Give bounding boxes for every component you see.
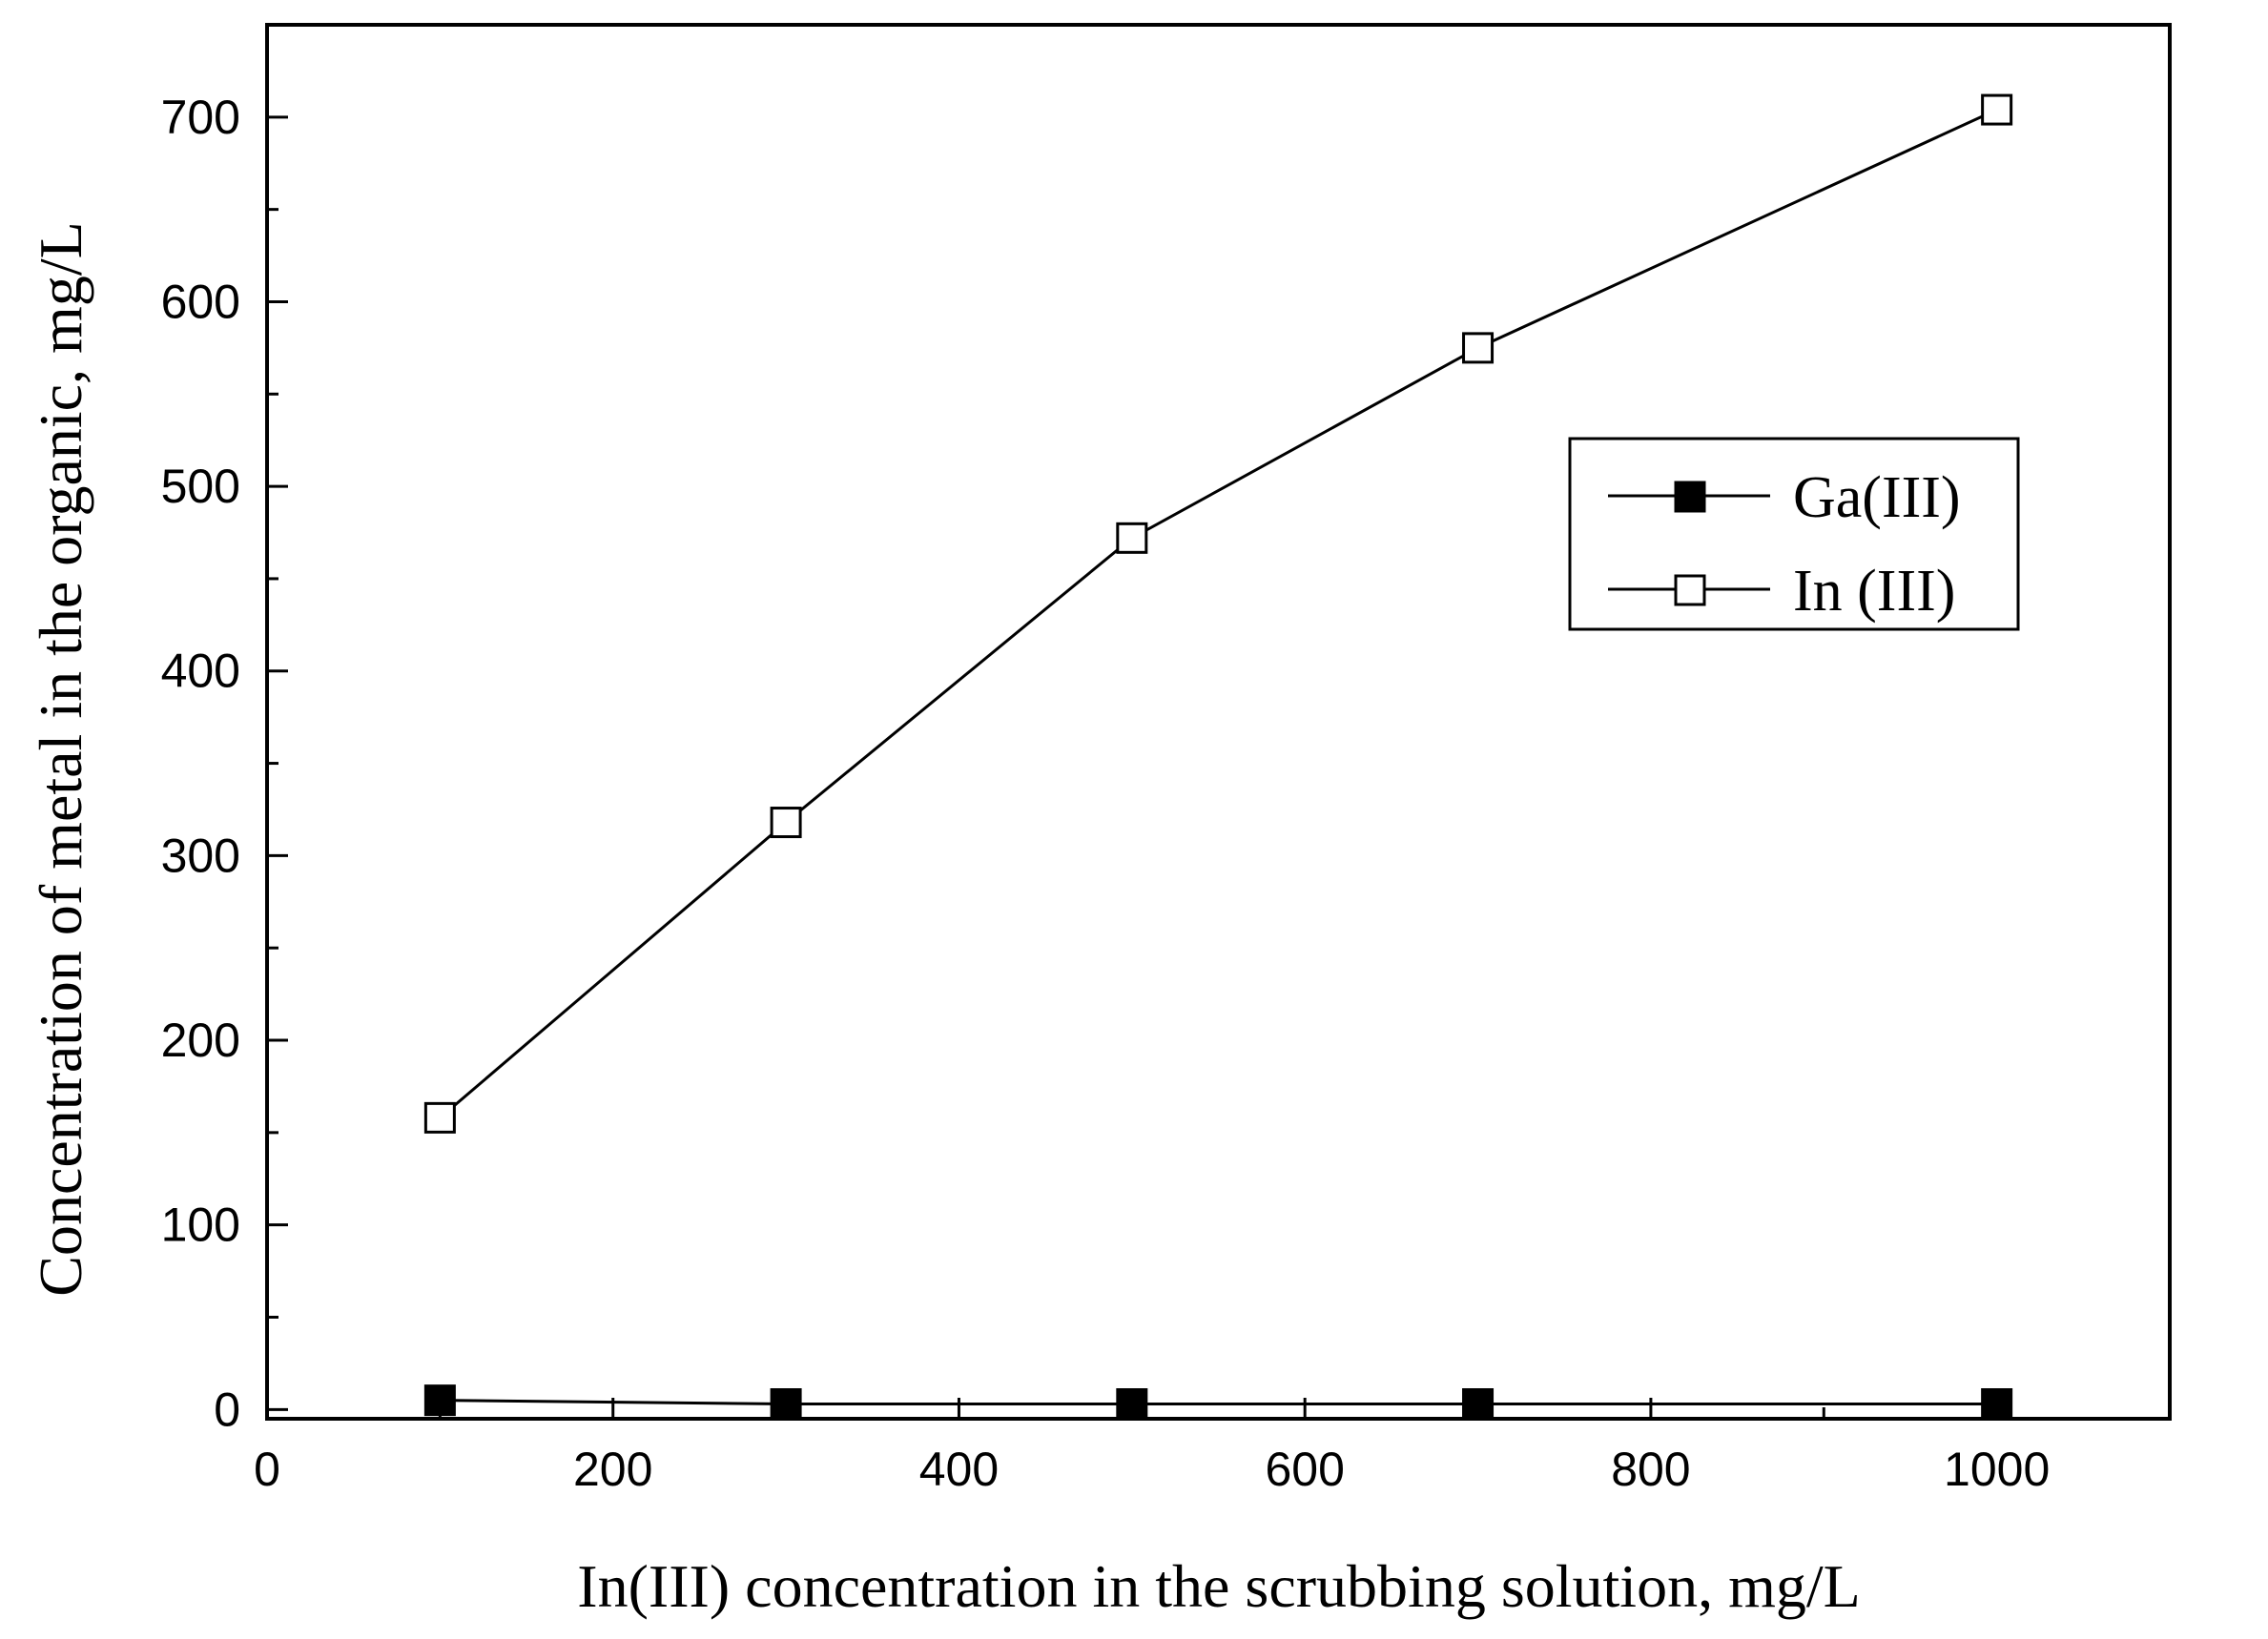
legend-label-in: In (III) <box>1793 559 1955 624</box>
data-point-1 <box>770 807 802 839</box>
x-axis-title: In(III) concentration in the scrubbing s… <box>577 1552 1860 1620</box>
y-axis-title: Concentration of metal in the organic, m… <box>27 221 94 1296</box>
data-point-1 <box>423 1101 456 1134</box>
y-tick-label: 300 <box>161 829 240 882</box>
data-point-0 <box>1981 1388 2013 1421</box>
y-tick-label: 700 <box>161 91 240 144</box>
data-point-1 <box>1116 522 1148 554</box>
data-point-1 <box>1462 332 1495 364</box>
legend: Ga(III) In (III) <box>1568 437 2020 631</box>
x-tick-label: 1000 <box>1944 1443 2050 1496</box>
y-tick-label: 400 <box>161 645 240 698</box>
legend-marker-in <box>1674 574 1706 606</box>
plot-area <box>265 23 2172 1421</box>
x-tick-label: 400 <box>919 1443 999 1496</box>
x-tick-label: 800 <box>1611 1443 1690 1496</box>
x-axis: 0 200 400 600 800 1000 <box>254 1398 2172 1496</box>
data-point-0 <box>770 1388 802 1421</box>
y-axis: 0 100 200 300 400 500 600 700 <box>161 23 288 1436</box>
y-tick-label: 200 <box>161 1014 240 1067</box>
y-tick-label: 600 <box>161 275 240 328</box>
plot-frame <box>265 23 2172 1421</box>
data-point-0 <box>1116 1388 1148 1421</box>
x-tick-label: 600 <box>1265 1443 1344 1496</box>
data-point-0 <box>1462 1388 1495 1421</box>
data-point-1 <box>1981 93 2013 126</box>
series-layer <box>423 93 2013 1421</box>
x-tick-label: 0 <box>254 1443 280 1496</box>
data-point-0 <box>423 1384 456 1417</box>
legend-label-ga: Ga(III) <box>1793 465 1961 530</box>
y-tick-label: 500 <box>161 460 240 513</box>
y-tick-label: 0 <box>214 1383 240 1436</box>
legend-marker-ga <box>1674 481 1706 513</box>
x-tick-label: 200 <box>573 1443 652 1496</box>
series-line-0 <box>440 1399 1997 1406</box>
y-tick-label: 100 <box>161 1199 240 1252</box>
legend-box <box>1568 437 2020 631</box>
